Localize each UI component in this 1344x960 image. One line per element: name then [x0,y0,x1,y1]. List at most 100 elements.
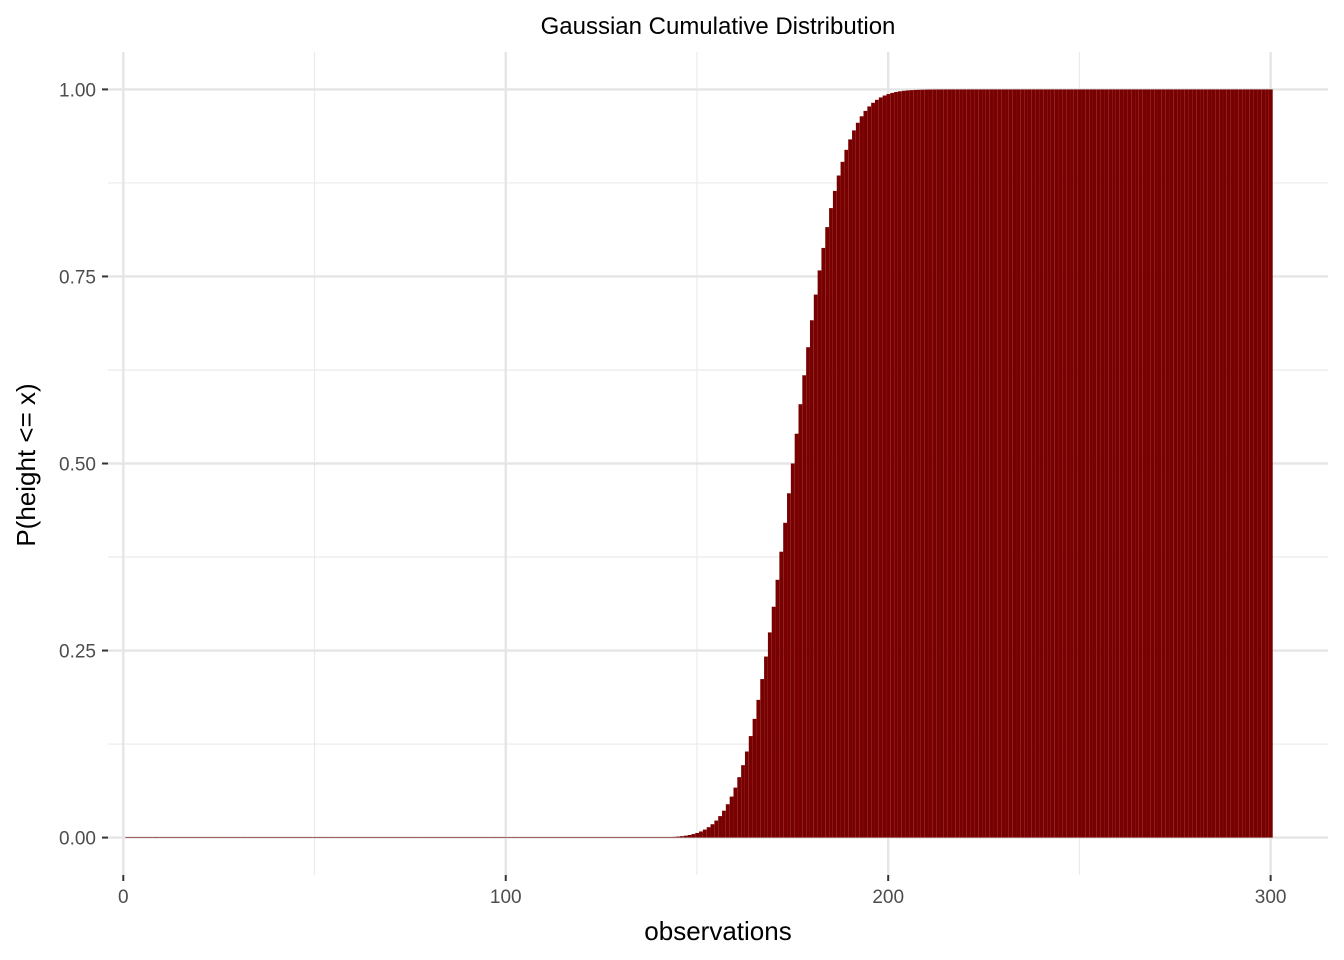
bar-160 [733,787,738,838]
bar-70 [389,836,394,838]
y-axis-title: P(height <= x) [11,383,41,546]
bar-54 [328,836,332,838]
bar-214 [940,89,944,838]
bar-245 [1058,89,1063,838]
bar-116 [565,836,570,838]
bar-278 [1184,89,1189,838]
bar-203 [897,91,902,838]
bar-84 [442,836,447,838]
bar-176 [794,433,799,838]
bar-218 [955,89,960,838]
bar-120 [580,836,585,838]
bar-126 [603,836,608,838]
bar-8 [152,836,156,838]
bar-252 [1085,89,1090,838]
bar-74 [404,836,409,838]
bar-226 [985,89,990,838]
bar-212 [932,89,937,838]
bar-285 [1211,89,1216,838]
bar-16 [182,836,187,838]
bar-112 [549,836,554,838]
bar-157 [722,810,726,838]
bar-242 [1047,89,1051,838]
bar-61 [354,836,359,838]
bar-299 [1265,89,1269,838]
bar-178 [802,375,807,838]
bar-208 [917,89,921,838]
bar-31 [240,836,244,838]
bar-248 [1070,89,1074,838]
bar-125 [599,836,604,838]
bar-219 [959,89,963,838]
bar-128 [611,836,615,838]
bar-185 [829,208,833,838]
bar-263 [1127,89,1132,838]
bar-5 [140,836,145,838]
bar-26 [221,836,225,838]
bar-201 [890,92,895,838]
bar-227 [989,89,994,838]
bar-246 [1062,89,1067,838]
bar-182 [817,270,822,838]
bar-143 [668,836,673,838]
bar-79 [423,836,428,838]
bars-layer [125,89,1273,838]
bar-291 [1234,89,1239,838]
bar-133 [630,836,635,838]
bar-105 [523,836,527,838]
bar-122 [588,836,592,838]
bar-127 [607,836,612,838]
bar-102 [511,836,516,838]
bar-190 [848,139,853,838]
bar-257 [1104,89,1109,838]
bar-296 [1253,89,1258,838]
bar-37 [263,836,267,838]
bar-276 [1177,89,1181,838]
bar-267 [1142,89,1147,838]
bar-3 [133,836,137,838]
bar-293 [1242,89,1246,838]
bar-251 [1081,89,1086,838]
bar-204 [901,90,906,838]
y-tick-label-4: 1.00 [59,80,96,101]
bar-51 [316,836,321,838]
bar-1 [125,836,130,838]
bar-183 [821,247,826,838]
bar-162 [741,765,745,838]
bar-50 [312,836,317,838]
bar-254 [1092,89,1097,838]
bar-135 [637,836,642,838]
bar-266 [1138,89,1143,838]
bar-103 [515,836,520,838]
bar-288 [1223,89,1227,838]
bar-173 [783,522,787,838]
bar-273 [1165,89,1170,838]
bar-194 [863,110,868,838]
bar-100 [504,836,508,838]
bar-284 [1207,89,1212,838]
bar-196 [871,102,875,838]
bar-96 [488,836,493,838]
bar-223 [974,89,979,838]
bar-45 [293,836,298,838]
bar-97 [492,836,497,838]
bar-83 [439,836,443,838]
bar-35 [255,836,260,838]
bar-58 [343,836,348,838]
bar-113 [553,836,558,838]
bar-264 [1131,89,1136,838]
bar-165 [752,718,757,838]
bar-158 [725,804,730,838]
bar-86 [450,836,455,838]
bar-192 [855,122,860,838]
bar-188 [840,161,845,838]
bar-89 [461,836,466,838]
bar-14 [175,836,179,838]
bar-36 [259,836,264,838]
bar-200 [886,94,891,838]
bar-124 [595,836,600,838]
bar-180 [809,320,814,838]
bar-139 [653,836,657,838]
